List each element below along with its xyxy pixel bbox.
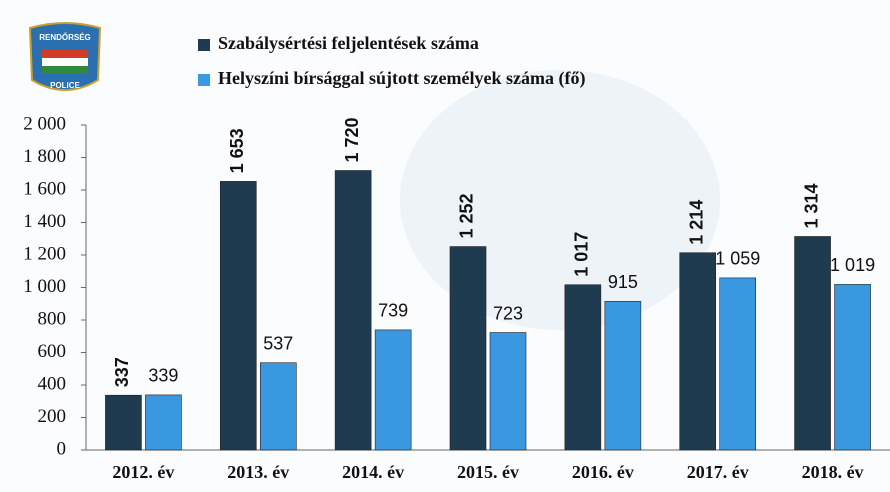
logo-stripe bbox=[42, 58, 88, 66]
bar bbox=[449, 246, 487, 451]
y-tick-label: 1 400 bbox=[23, 211, 66, 232]
bar bbox=[145, 394, 182, 451]
bar bbox=[105, 394, 142, 451]
logo-top: RENDŐRSÉG bbox=[39, 33, 91, 42]
x-tick-label: 2015. év bbox=[457, 462, 519, 482]
logo-bottom: POLICE bbox=[50, 81, 80, 90]
value-label: 1 017 bbox=[572, 232, 592, 277]
bar bbox=[834, 284, 871, 451]
y-tick-label: 2 000 bbox=[23, 113, 66, 134]
value-label: 1 720 bbox=[342, 117, 362, 162]
bar bbox=[259, 362, 297, 451]
y-tick-label: 1 600 bbox=[23, 178, 66, 199]
value-label: 337 bbox=[112, 357, 132, 387]
bar bbox=[719, 277, 757, 451]
logo-stripe bbox=[42, 66, 88, 74]
legend-swatch bbox=[198, 74, 210, 86]
y-tick-label: 1 000 bbox=[23, 276, 66, 297]
value-label: 339 bbox=[148, 366, 178, 386]
value-label: 1 059 bbox=[715, 249, 760, 269]
logo: RENDŐRSÉG POLICE bbox=[28, 22, 102, 91]
x-tick-label: 2017. év bbox=[687, 462, 749, 482]
legend-label: Szabálysértési feljelentések száma bbox=[218, 33, 479, 53]
y-tick-label: 400 bbox=[38, 373, 67, 394]
bar bbox=[219, 181, 257, 451]
bar bbox=[334, 170, 372, 451]
bar bbox=[679, 252, 717, 451]
x-tick-label: 2012. év bbox=[112, 462, 174, 482]
y-tick-label: 800 bbox=[38, 308, 67, 329]
logo-stripe bbox=[42, 50, 88, 58]
background-building bbox=[400, 70, 720, 330]
y-tick-label: 0 bbox=[57, 438, 67, 459]
bar bbox=[564, 284, 602, 451]
x-tick-label: 2016. év bbox=[572, 462, 634, 482]
value-label: 1 314 bbox=[801, 183, 821, 228]
value-label: 1 252 bbox=[457, 194, 477, 239]
legend-swatch bbox=[198, 39, 210, 51]
value-label: 739 bbox=[378, 301, 408, 321]
bar bbox=[374, 329, 412, 451]
y-tick-label: 600 bbox=[38, 341, 67, 362]
value-label: 1 653 bbox=[227, 128, 247, 173]
bar bbox=[794, 236, 831, 451]
value-label: 915 bbox=[608, 272, 638, 292]
y-tick-label: 200 bbox=[38, 406, 67, 427]
value-label: 537 bbox=[263, 333, 293, 353]
y-tick-label: 1 800 bbox=[23, 146, 66, 167]
y-tick-label: 1 200 bbox=[23, 243, 66, 264]
value-label: 1 019 bbox=[830, 255, 875, 275]
x-tick-label: 2018. év bbox=[802, 462, 864, 482]
legend-label: Helyszíni bírsággal sújtott személyek sz… bbox=[218, 68, 585, 89]
x-tick-label: 2013. év bbox=[227, 462, 289, 482]
x-tick-label: 2014. év bbox=[342, 462, 404, 482]
value-label: 1 214 bbox=[686, 200, 706, 245]
bar bbox=[604, 301, 642, 451]
bar bbox=[489, 332, 527, 451]
value-label: 723 bbox=[493, 303, 523, 323]
